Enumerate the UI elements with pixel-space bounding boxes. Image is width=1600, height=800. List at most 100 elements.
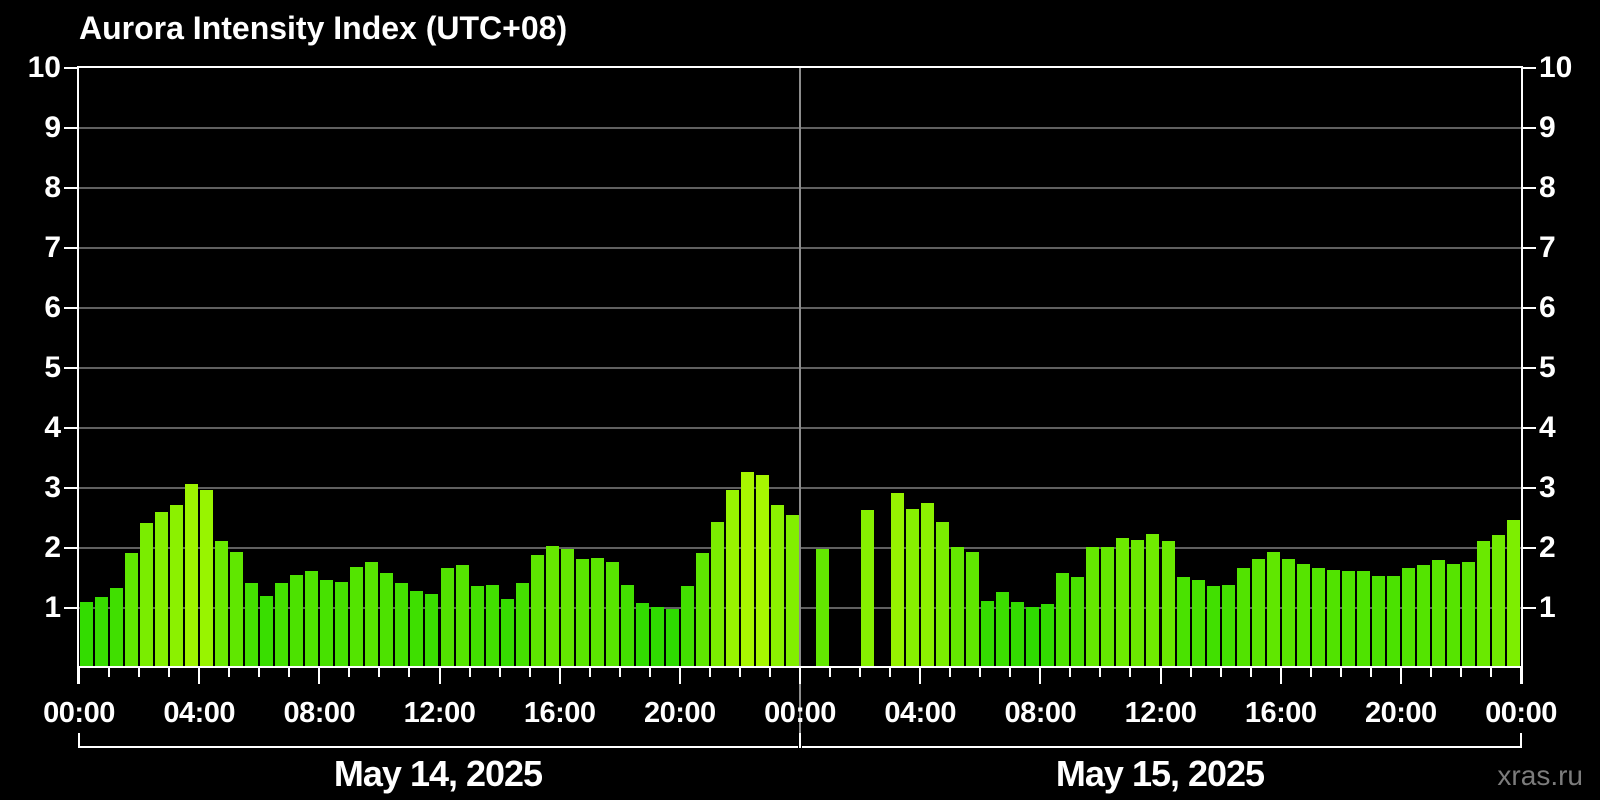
y-tick-left <box>64 67 77 69</box>
intensity-bar <box>230 552 244 668</box>
intensity-bar <box>470 585 484 668</box>
intensity-bar <box>80 602 94 668</box>
y-axis-label-left: 7 <box>44 231 61 264</box>
y-tick-left <box>64 547 77 549</box>
intensity-bar <box>95 596 109 668</box>
intensity-bar <box>1266 552 1280 668</box>
intensity-bar <box>1161 540 1175 668</box>
x-tick-minor <box>1309 668 1312 677</box>
x-tick-major <box>558 668 561 684</box>
x-axis-label: 12:00 <box>1124 697 1197 729</box>
y-axis-label-left: 8 <box>44 171 61 204</box>
y-tick-right <box>1523 427 1536 429</box>
intensity-bar <box>1086 546 1100 668</box>
intensity-bar <box>1011 602 1025 668</box>
y-tick-left <box>64 367 77 369</box>
intensity-bar <box>1326 569 1340 668</box>
intensity-bar <box>500 599 514 668</box>
x-tick-major <box>1039 668 1042 684</box>
x-tick-major <box>318 668 321 684</box>
day2-bracket <box>802 746 1521 748</box>
intensity-bar <box>335 582 349 668</box>
x-tick-minor <box>1069 668 1072 677</box>
x-tick-minor <box>1219 668 1222 677</box>
intensity-bar <box>996 592 1010 668</box>
intensity-bar <box>260 596 274 668</box>
x-tick-minor <box>1459 668 1462 677</box>
intensity-bar <box>981 600 995 668</box>
intensity-bar <box>1491 534 1505 668</box>
x-axis-label: 16:00 <box>1244 697 1317 729</box>
x-axis-label: 16:00 <box>523 697 596 729</box>
intensity-bar <box>305 570 319 668</box>
intensity-bar <box>1446 563 1460 668</box>
y-tick-right <box>1523 367 1536 369</box>
x-tick-minor <box>708 668 711 677</box>
intensity-bar <box>560 548 574 668</box>
intensity-bar <box>650 606 664 668</box>
axis-right-border <box>1521 66 1523 684</box>
y-tick-left <box>64 307 77 309</box>
intensity-bar <box>1101 547 1115 668</box>
y-axis-label-left: 3 <box>44 471 61 504</box>
date-label-day1: May 14, 2025 <box>333 753 543 794</box>
x-tick-minor <box>588 668 591 677</box>
intensity-bar <box>485 585 499 668</box>
intensity-bar <box>125 552 139 668</box>
intensity-bar <box>1236 567 1250 668</box>
intensity-bar <box>1356 571 1370 668</box>
y-axis-label-left: 5 <box>44 351 61 384</box>
intensity-bar <box>1416 565 1430 668</box>
intensity-bar <box>620 584 634 668</box>
y-axis-label-right: 10 <box>1539 51 1573 84</box>
day1-bracket <box>79 746 798 748</box>
y-axis-label-right: 2 <box>1539 531 1556 564</box>
x-tick-minor <box>1009 668 1012 677</box>
x-tick-minor <box>829 668 832 677</box>
chart-title: Aurora Intensity Index (UTC+08) <box>79 10 568 46</box>
x-tick-minor <box>1249 668 1252 677</box>
x-tick-major <box>78 668 80 684</box>
x-tick-minor <box>168 668 171 677</box>
y-tick-right <box>1523 247 1536 249</box>
y-axis-label-left: 9 <box>44 111 61 144</box>
intensity-bar <box>936 522 950 668</box>
intensity-bar <box>545 546 559 668</box>
intensity-bar <box>575 559 589 668</box>
intensity-bar <box>1146 534 1160 668</box>
intensity-bar <box>1071 577 1085 668</box>
y-axis-label-right: 4 <box>1539 411 1556 444</box>
intensity-bar <box>1116 538 1130 668</box>
x-tick-minor <box>348 668 351 677</box>
x-tick-minor <box>738 668 741 677</box>
intensity-bar <box>155 512 169 668</box>
y-tick-right <box>1523 127 1536 129</box>
intensity-bar <box>425 594 439 668</box>
y-axis-label-right: 6 <box>1539 291 1556 324</box>
day1-bracket-tick-start <box>78 733 80 748</box>
watermark-text: xras.ru <box>1497 760 1583 791</box>
x-tick-major <box>799 668 801 684</box>
x-tick-minor <box>889 668 892 677</box>
intensity-bar <box>1191 580 1205 668</box>
axis-left-border <box>77 66 79 684</box>
intensity-bar <box>110 587 124 668</box>
x-tick-minor <box>768 668 771 677</box>
intensity-bar <box>1431 560 1445 668</box>
y-axis-label-left: 1 <box>44 591 61 624</box>
intensity-bar <box>1296 563 1310 668</box>
intensity-bar <box>1386 576 1400 668</box>
x-tick-minor <box>528 668 531 677</box>
intensity-bar <box>1401 568 1415 668</box>
x-tick-minor <box>228 668 231 677</box>
intensity-bar <box>440 567 454 668</box>
y-axis-label-left: 2 <box>44 531 61 564</box>
intensity-bar <box>140 523 154 668</box>
intensity-bar <box>170 504 184 668</box>
x-tick-major <box>438 668 441 684</box>
y-axis-label-right: 3 <box>1539 471 1556 504</box>
y-tick-left <box>64 427 77 429</box>
y-axis-label-right: 9 <box>1539 111 1556 144</box>
